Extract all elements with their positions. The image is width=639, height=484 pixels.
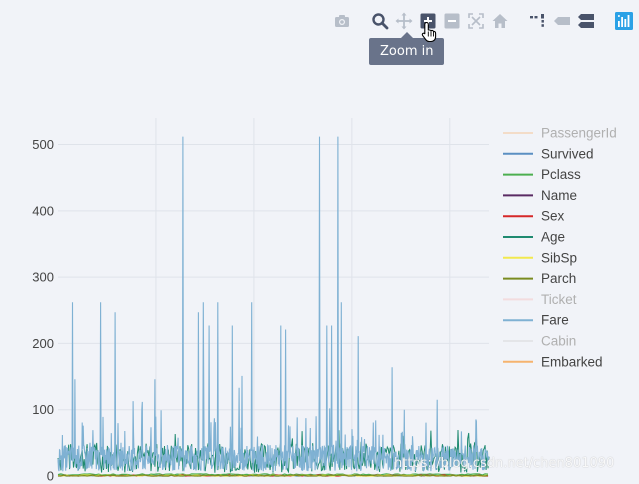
legend-label: Sex bbox=[541, 209, 565, 224]
legend-label: Embarked bbox=[541, 354, 603, 369]
legend-item-passengerid[interactable]: PassengerId bbox=[503, 126, 617, 141]
legend-label: Survived bbox=[541, 146, 594, 161]
legend-item-embarked[interactable]: Embarked bbox=[503, 354, 603, 369]
legend-label: Parch bbox=[541, 271, 576, 286]
y-tick-label: 500 bbox=[32, 137, 54, 152]
series-parch-line[interactable] bbox=[58, 474, 489, 477]
zoom-icon[interactable] bbox=[371, 12, 389, 30]
series-pclass-line[interactable] bbox=[57, 473, 489, 476]
legend-item-sex[interactable]: Sex bbox=[503, 209, 565, 224]
legend-item-age[interactable]: Age bbox=[503, 230, 565, 245]
legend-item-survived[interactable]: Survived bbox=[503, 146, 594, 161]
legend-item-pclass[interactable]: Pclass bbox=[503, 167, 581, 182]
zoom-out-icon[interactable] bbox=[443, 12, 461, 30]
legend-item-ticket[interactable]: Ticket bbox=[503, 292, 577, 307]
plotly-logo-icon[interactable] bbox=[615, 12, 633, 30]
y-axis-ticks: 0 100 200 300 400 500 bbox=[32, 137, 54, 483]
legend-item-fare[interactable]: Fare bbox=[503, 313, 569, 328]
legend-item-parch[interactable]: Parch bbox=[503, 271, 576, 286]
pointer-cursor-icon bbox=[421, 21, 437, 43]
hover-compare-icon[interactable] bbox=[577, 12, 595, 30]
zoom-in-tooltip: Zoom in bbox=[369, 32, 445, 65]
pan-icon[interactable] bbox=[395, 12, 413, 30]
reset-axes-icon[interactable] bbox=[491, 12, 509, 30]
grid bbox=[58, 118, 489, 477]
autoscale-icon[interactable] bbox=[467, 12, 485, 30]
legend-label: SibSp bbox=[541, 250, 577, 265]
legend-label: Name bbox=[541, 188, 577, 203]
y-tick-label: 200 bbox=[32, 336, 54, 351]
legend-label: Pclass bbox=[541, 167, 581, 182]
legend-item-sibsp[interactable]: SibSp bbox=[503, 250, 577, 265]
series-fare-line[interactable] bbox=[57, 136, 490, 472]
legend[interactable]: PassengerId Survived Pclass Name Sex Age SibSp… bbox=[503, 126, 617, 370]
legend-item-name[interactable]: Name bbox=[503, 188, 577, 203]
legend-label: Fare bbox=[541, 313, 569, 328]
y-tick-label: 400 bbox=[32, 203, 54, 218]
legend-label: Cabin bbox=[541, 334, 576, 349]
camera-icon[interactable] bbox=[333, 12, 351, 30]
y-tick-label: 0 bbox=[47, 469, 54, 484]
spike-lines-icon[interactable] bbox=[529, 12, 547, 30]
hover-closest-icon[interactable] bbox=[553, 12, 571, 30]
plot-series[interactable] bbox=[57, 136, 490, 477]
y-tick-label: 300 bbox=[32, 270, 54, 285]
legend-label: Age bbox=[541, 230, 565, 245]
y-tick-label: 100 bbox=[32, 402, 54, 417]
modebar bbox=[313, 10, 633, 32]
legend-item-cabin[interactable]: Cabin bbox=[503, 334, 576, 349]
watermark: https://blog.csdn.net/chen801090 bbox=[394, 456, 615, 471]
legend-label: Ticket bbox=[541, 292, 577, 307]
legend-label: PassengerId bbox=[541, 126, 617, 141]
